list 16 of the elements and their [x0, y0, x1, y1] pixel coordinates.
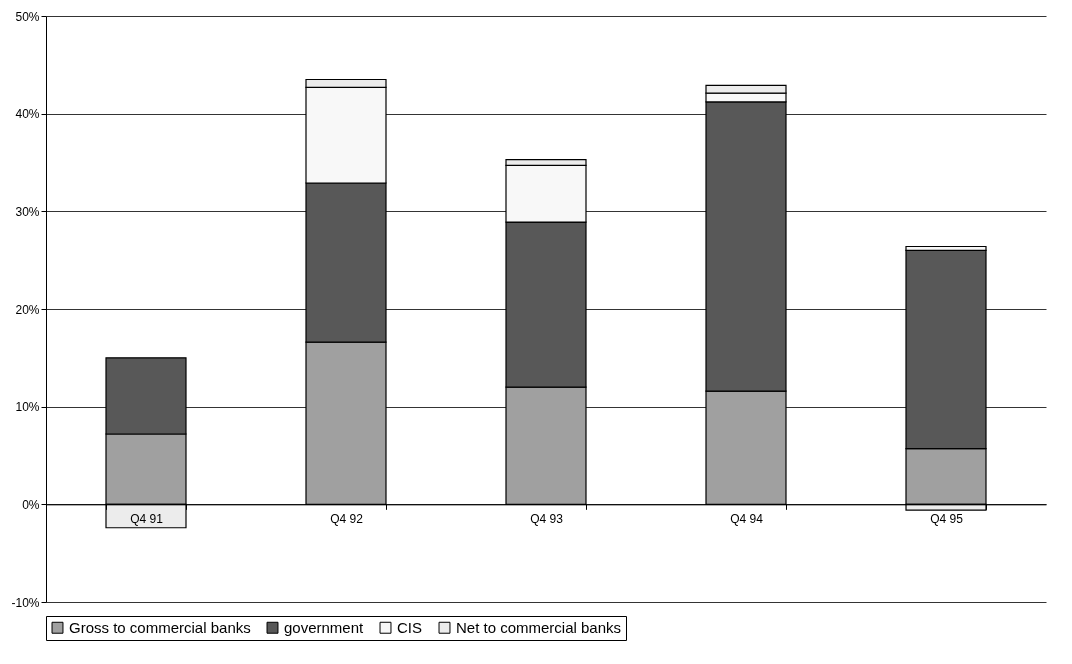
y-tick-label: 20%	[15, 302, 40, 317]
y-tick-label: 10%	[15, 400, 40, 415]
y-tick-label: 40%	[15, 107, 40, 122]
legend-label: Gross to commercial banks	[69, 618, 251, 636]
x-tick-label: Q4 95	[930, 511, 964, 526]
y-tick-label: 50%	[15, 9, 40, 24]
legend-label: CIS	[397, 618, 423, 636]
y-tick-label: 30%	[15, 204, 40, 219]
y-tick-label: -10%	[11, 595, 40, 610]
legend-label: government	[284, 618, 365, 636]
legend-label: Net to commercial banks	[456, 618, 622, 636]
x-tick-label: Q4 92	[330, 511, 364, 526]
x-tick-label: Q4 94	[730, 511, 764, 526]
x-tick-label: Q4 91	[130, 511, 164, 526]
y-tick-label: 0%	[22, 497, 40, 512]
x-tick-label: Q4 93	[530, 511, 564, 526]
